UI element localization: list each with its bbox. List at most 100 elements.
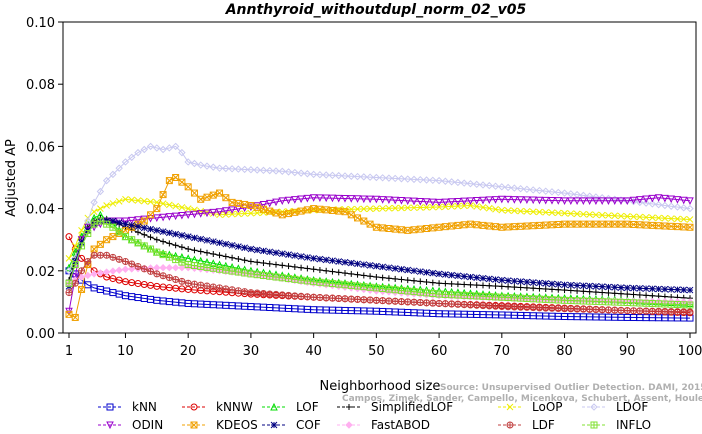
- data-point: [461, 281, 468, 288]
- data-point: [441, 198, 450, 207]
- data-point: [291, 168, 299, 177]
- data-point: [560, 197, 569, 205]
- data-point: [435, 299, 443, 307]
- data-point: [585, 192, 594, 200]
- data-point: [435, 203, 443, 211]
- data-point: [284, 168, 293, 176]
- data-point: [378, 174, 387, 182]
- data-point: [467, 202, 474, 209]
- data-point: [310, 255, 317, 262]
- data-point: [549, 286, 555, 293]
- x-tick-label: 50: [368, 344, 385, 359]
- data-point: [316, 170, 324, 179]
- data-point: [166, 201, 173, 209]
- data-point: [492, 293, 500, 301]
- data-point: [429, 198, 437, 207]
- data-point: [348, 270, 355, 277]
- watermark-line-1: Source: Unsupervised Outlier Detection. …: [440, 383, 702, 393]
- data-point: [298, 264, 305, 271]
- data-point: [373, 205, 380, 212]
- data-point: [291, 208, 299, 216]
- data-point: [573, 197, 581, 205]
- data-point: [272, 249, 280, 257]
- x-tick-label: 10: [117, 344, 134, 359]
- data-point: [385, 204, 393, 212]
- data-point: [178, 178, 186, 186]
- data-point: [328, 206, 336, 214]
- data-point: [203, 282, 211, 290]
- data-point: [347, 259, 355, 267]
- chart-title: Annthyroid_withoutdupl_norm_02_v05: [225, 2, 527, 18]
- data-point: [360, 195, 368, 204]
- data-point: [447, 198, 456, 206]
- legend-label: COF: [296, 418, 321, 432]
- data-point: [229, 254, 236, 261]
- data-point: [146, 215, 155, 223]
- data-point: [673, 203, 682, 211]
- data-point: [523, 284, 530, 291]
- data-point: [153, 263, 161, 272]
- data-point: [347, 195, 356, 203]
- data-point: [266, 166, 274, 175]
- data-point: [160, 238, 167, 245]
- data-point: [71, 273, 80, 282]
- data-point: [322, 256, 330, 264]
- legend-label: KDEOS: [216, 418, 258, 432]
- data-point: [629, 196, 638, 205]
- data-point: [529, 208, 537, 216]
- legend-label: kNN: [132, 400, 157, 414]
- data-point: [96, 187, 105, 196]
- data-point: [410, 197, 418, 206]
- data-point: [90, 270, 98, 278]
- data-point: [178, 244, 185, 251]
- data-point: [648, 200, 657, 208]
- data-point: [366, 262, 374, 269]
- data-point: [617, 284, 625, 291]
- data-point: [291, 263, 298, 270]
- data-point: [655, 285, 662, 293]
- data-point: [103, 251, 111, 259]
- data-point: [235, 210, 242, 218]
- data-point: [504, 183, 512, 192]
- data-point: [636, 213, 644, 221]
- data-point: [140, 265, 148, 273]
- data-point: [623, 197, 632, 205]
- data-point: [604, 306, 612, 314]
- data-point: [422, 176, 431, 184]
- data-point: [436, 280, 443, 287]
- data-point: [354, 214, 362, 222]
- data-point: [573, 305, 581, 313]
- data-point: [686, 223, 694, 231]
- data-point: [435, 270, 443, 278]
- data-point: [128, 196, 136, 204]
- data-point: [366, 195, 374, 204]
- data-point: [354, 260, 361, 268]
- data-point: [397, 197, 406, 205]
- data-point: [510, 196, 519, 204]
- data-point: [454, 202, 462, 210]
- data-point: [203, 236, 211, 244]
- data-point: [642, 213, 650, 221]
- data-point: [335, 294, 343, 302]
- data-point: [178, 277, 186, 285]
- data-point: [548, 188, 556, 196]
- data-point: [473, 203, 481, 210]
- data-point: [649, 285, 656, 293]
- data-point: [498, 223, 506, 231]
- data-point: [115, 255, 123, 263]
- data-point: [605, 289, 612, 296]
- data-point: [115, 228, 123, 236]
- data-point: [598, 211, 606, 219]
- data-point: [222, 164, 230, 173]
- data-point: [341, 295, 349, 303]
- data-point: [429, 269, 437, 277]
- data-point: [291, 196, 299, 204]
- data-point: [134, 197, 142, 204]
- data-point: [523, 208, 531, 215]
- data-point: [247, 289, 255, 297]
- data-point: [291, 292, 299, 300]
- data-point: [523, 185, 531, 194]
- data-point: [623, 284, 631, 292]
- data-point: [265, 199, 274, 208]
- data-point: [536, 208, 543, 216]
